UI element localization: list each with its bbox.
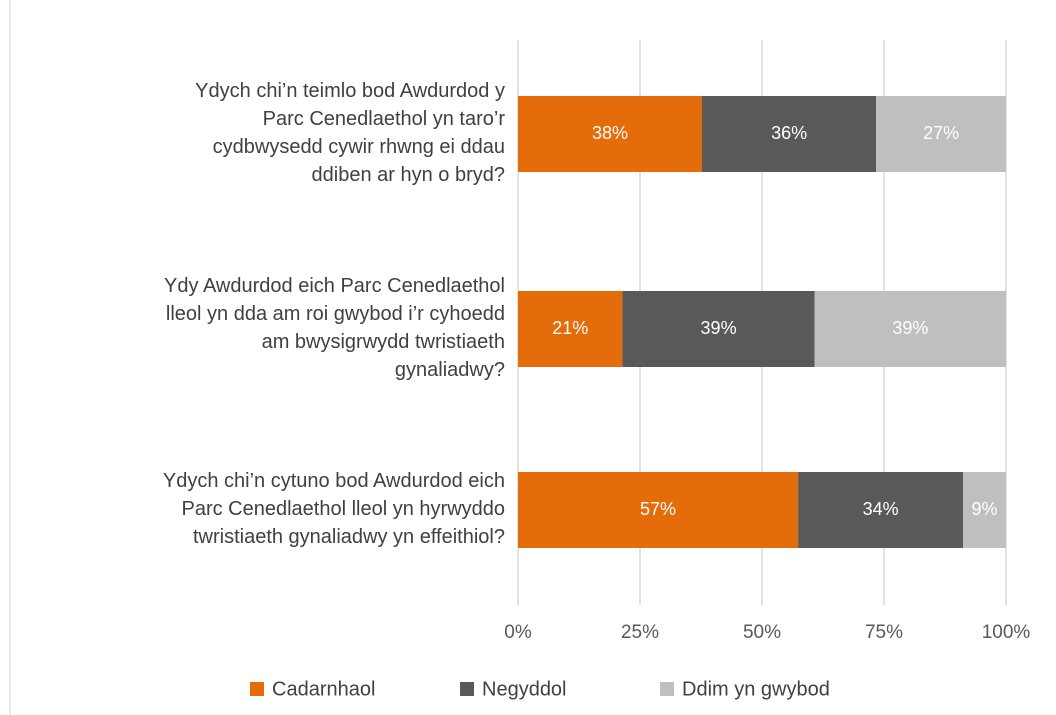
bar-segment	[876, 96, 1006, 172]
data-label: 27%	[923, 123, 959, 143]
x-tick-label: 50%	[743, 622, 781, 643]
x-tick-label: 0%	[504, 622, 532, 643]
category-label: Ydy Awdurdod eich Parc Cenedlaethol lleol…	[164, 275, 505, 381]
category-label: Ydych chi’n cytuno bod Awdurdod eich Parc…	[163, 470, 505, 548]
category-line: cydbwysedd cywir rhwng ei ddau	[213, 136, 505, 158]
category-line: ddiben ar hyn o bryd?	[312, 164, 505, 186]
category-line: Ydych chi’n teimlo bod Awdurdod y	[195, 80, 505, 102]
bar-segment	[518, 96, 702, 172]
data-label: 21%	[552, 318, 588, 338]
legend-swatch	[250, 682, 264, 696]
legend-swatch	[660, 682, 674, 696]
category-line: Ydych chi’n cytuno bod Awdurdod eich	[163, 470, 505, 492]
x-tick-label: 25%	[621, 622, 659, 643]
data-label: 39%	[892, 318, 928, 338]
category-line: twristiaeth gynaliadwy yn effeithiol?	[193, 526, 505, 548]
x-tick-label: 75%	[865, 622, 903, 643]
category-line: am bwysigrwydd twristiaeth	[262, 331, 505, 353]
category-line: lleol yn dda am roi gwybod i’r cyhoedd	[166, 303, 505, 325]
data-label: 36%	[771, 123, 807, 143]
legend-label: Negyddol	[482, 678, 567, 700]
data-label: 39%	[701, 318, 737, 338]
bar-segment	[622, 291, 815, 367]
category-line: Ydy Awdurdod eich Parc Cenedlaethol	[164, 275, 505, 297]
data-label: 38%	[592, 123, 628, 143]
bar-segment	[814, 291, 1006, 367]
legend-label: Cadarnhaol	[272, 678, 375, 700]
data-label: 9%	[972, 499, 998, 519]
category-line: Parc Cenedlaethol yn taro’r	[263, 108, 506, 130]
bar-segment	[798, 472, 964, 548]
legend-swatch	[460, 682, 474, 696]
category-line: gynaliadwy?	[395, 359, 505, 381]
bar-segment	[518, 291, 623, 367]
bar-segment	[963, 472, 1006, 548]
legend-label: Ddim yn gwybod	[682, 678, 830, 700]
x-tick-label: 100%	[982, 622, 1031, 643]
data-label: 57%	[640, 499, 676, 519]
category-line: Parc Cenedlaethol lleol yn hyrwyddo	[181, 498, 505, 520]
category-label: Ydych chi’n teimlo bod Awdurdod y Parc Ce…	[195, 80, 505, 186]
bar-segment	[518, 472, 799, 548]
data-label: 34%	[863, 499, 899, 519]
bar-segment	[701, 96, 877, 172]
chart-frame	[9, 0, 11, 715]
